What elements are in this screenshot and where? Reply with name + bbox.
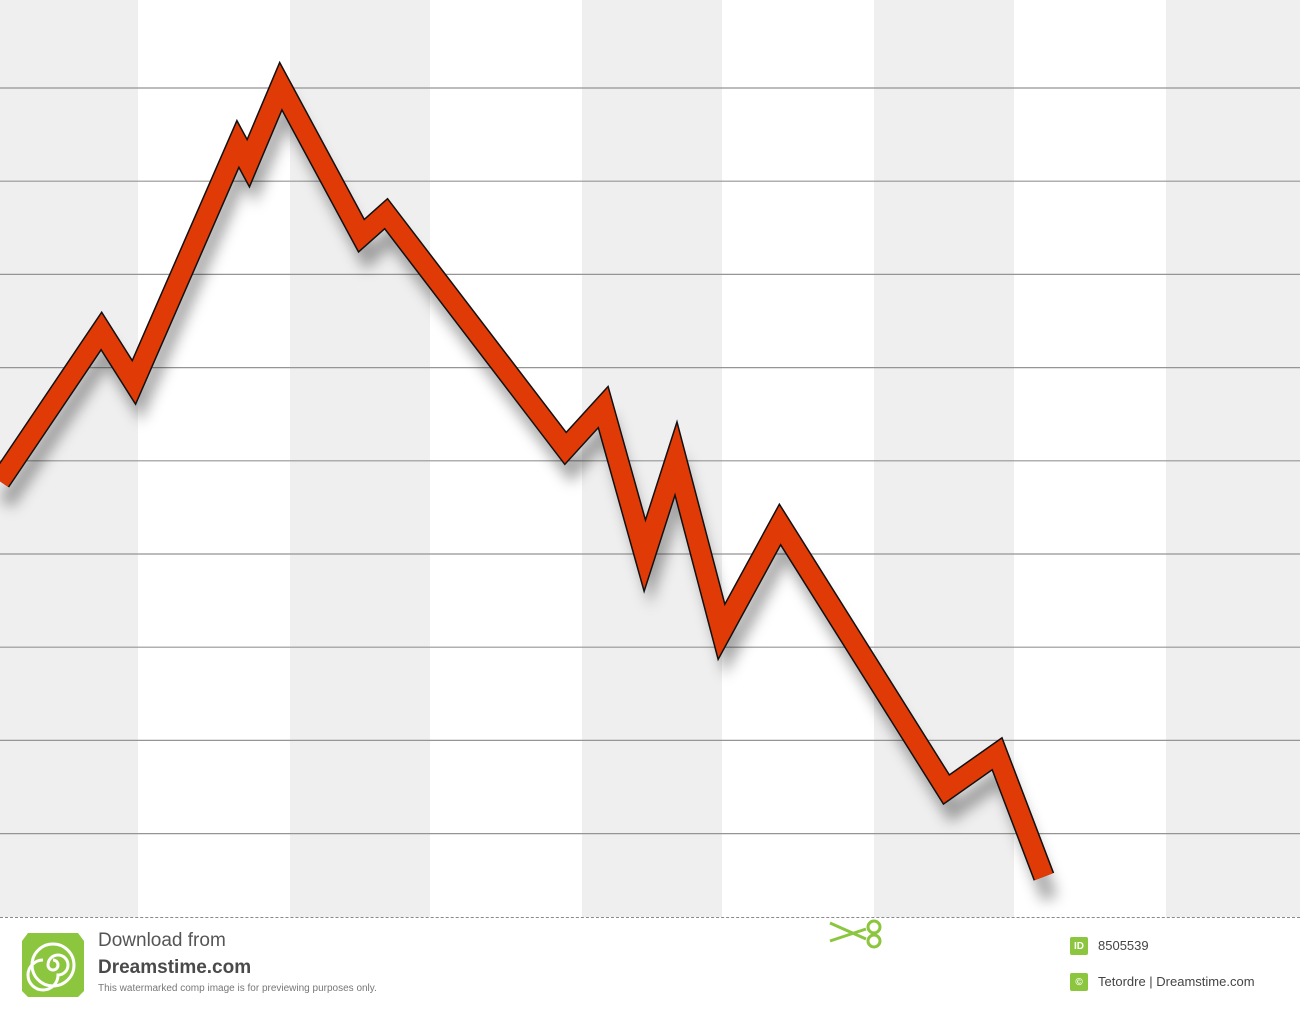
download-label: Download from xyxy=(98,930,226,951)
dashed-divider xyxy=(0,917,1300,918)
image-id: 8505539 xyxy=(1098,938,1149,953)
background-band xyxy=(582,0,722,917)
disclaimer-text: This watermarked comp image is for previ… xyxy=(98,983,377,994)
copyright-badge: © xyxy=(1070,973,1088,991)
spiral-logo-icon xyxy=(22,933,84,997)
site-name[interactable]: Dreamstime.com xyxy=(98,957,252,978)
id-badge: ID xyxy=(1070,937,1088,955)
line-chart xyxy=(0,0,1300,917)
scissors-icon xyxy=(829,919,882,949)
background-band xyxy=(1166,0,1300,917)
background-bands xyxy=(0,0,1300,917)
watermark-footer: Download from Dreamstime.com This waterm… xyxy=(0,917,1300,1009)
series-line xyxy=(0,64,1053,881)
author-credit[interactable]: Tetordre | Dreamstime.com xyxy=(1098,974,1255,989)
